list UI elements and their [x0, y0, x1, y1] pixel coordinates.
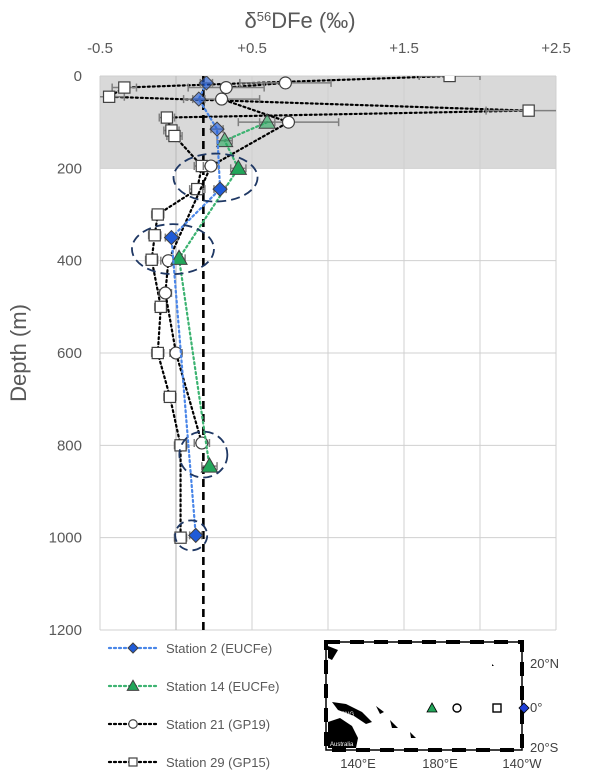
y-axis-title: Depth (m) — [6, 304, 31, 402]
data-point-square — [191, 182, 204, 196]
map-frame-ticks — [324, 640, 524, 752]
data-point-triangle — [170, 249, 188, 265]
series-line — [177, 121, 269, 468]
map-station-triangle — [426, 702, 438, 713]
data-point-circle — [128, 719, 138, 729]
data-point-triangle — [229, 159, 248, 175]
data-point-square — [148, 229, 161, 242]
map-frame — [325, 641, 523, 751]
y-tick-label: 0 — [74, 68, 82, 85]
x-tick-label: +2.5 — [541, 40, 571, 57]
data-point-triangle — [215, 131, 234, 148]
data-point-triangle — [200, 457, 219, 473]
x-axis-title: δ56DFe (‰) — [244, 8, 355, 33]
data-point-square — [145, 253, 158, 266]
data-point-triangle — [258, 113, 277, 129]
data-point-square — [160, 111, 174, 124]
legend-label: Station 29 (GP15) — [166, 755, 270, 770]
map-lon-label: 140°E — [340, 756, 376, 771]
map-lon-label: 180°E — [422, 756, 458, 771]
data-point-square — [118, 81, 131, 94]
highlight-ellipse — [178, 430, 229, 479]
y-tick-label: 600 — [57, 345, 82, 362]
data-point-triangle — [126, 679, 140, 691]
y-tick-label: 200 — [57, 160, 82, 177]
y-tick-label: 1000 — [49, 530, 82, 547]
map-lat-label: 20°S — [530, 740, 559, 755]
highlight-ellipse — [174, 519, 209, 552]
y-tick-label: 1200 — [49, 622, 82, 639]
data-point-circle — [195, 436, 209, 450]
data-point-circle — [169, 346, 183, 360]
data-point-circle — [215, 92, 229, 106]
data-point-square — [151, 208, 164, 221]
legend-label: Station 21 (GP19) — [166, 717, 270, 732]
map-station-square — [492, 703, 502, 713]
data-point-square — [151, 346, 164, 360]
data-point-diamond — [209, 121, 225, 137]
y-tick-label: 800 — [57, 437, 82, 454]
legend-label: Station 2 (EUCFe) — [166, 641, 272, 656]
map-place-label: PNG — [341, 712, 354, 718]
legend: Station 2 (EUCFe) Station 14 (EUCFe) Stati… — [107, 641, 279, 770]
y-tick-label: 400 — [57, 253, 82, 270]
legend-item: Station 29 (GP15) — [107, 755, 270, 770]
data-point-diamond — [198, 76, 215, 91]
x-tick-label: +0.5 — [237, 40, 267, 57]
map-lat-label: 20°N — [530, 656, 559, 671]
data-point-circle — [278, 76, 292, 90]
land-asia — [328, 646, 338, 660]
map-lat-label: 0° — [530, 700, 542, 715]
data-point-diamond — [212, 181, 228, 197]
inset-map: PNG Australia 20°N 0° 20°S 140°E 180°E 140°W — [324, 640, 559, 771]
highlight-ellipse — [172, 152, 259, 203]
data-point-square — [163, 390, 177, 404]
data-point-square — [102, 90, 116, 103]
axis-ticks: -0.5 +0.5 +1.5 +2.5 0 200 400 600 800 1000 1200 — [49, 40, 571, 639]
x-tick-label: -0.5 — [87, 40, 113, 57]
data-point-square — [443, 76, 456, 83]
land-islands — [376, 706, 416, 738]
series-diamond — [163, 76, 228, 544]
map-station-circle — [452, 703, 462, 713]
map-station-diamond — [518, 702, 530, 714]
map-place-label: Australia — [330, 742, 354, 748]
data-point-circle — [204, 159, 218, 173]
data-series — [100, 76, 556, 544]
legend-item: Station 14 (EUCFe) — [107, 679, 279, 694]
data-point-square — [168, 129, 181, 143]
legend-item: Station 2 (EUCFe) — [107, 641, 272, 656]
data-point-square — [174, 531, 187, 544]
legend-item: Station 21 (GP19) — [107, 717, 270, 732]
data-point-square — [128, 757, 138, 767]
legend-label: Station 14 (EUCFe) — [166, 679, 279, 694]
data-point-diamond — [188, 527, 204, 544]
data-point-circle — [158, 286, 172, 300]
highlight-ellipse — [131, 223, 215, 276]
highlight-ellipses — [131, 152, 259, 552]
land-hawaii — [492, 664, 494, 666]
data-point-circle — [219, 80, 233, 95]
data-point-circle — [281, 115, 296, 129]
series-circle — [158, 76, 340, 450]
data-point-square — [154, 300, 167, 314]
data-point-square — [522, 104, 535, 117]
data-point-diamond — [191, 91, 207, 107]
land-australia — [328, 718, 358, 748]
data-point-diamond — [127, 642, 139, 654]
data-point-diamond — [163, 229, 180, 246]
land-png — [332, 702, 372, 724]
x-tick-label: +1.5 — [389, 40, 419, 57]
map-lon-label: 140°W — [502, 756, 542, 771]
series-square — [100, 76, 556, 544]
